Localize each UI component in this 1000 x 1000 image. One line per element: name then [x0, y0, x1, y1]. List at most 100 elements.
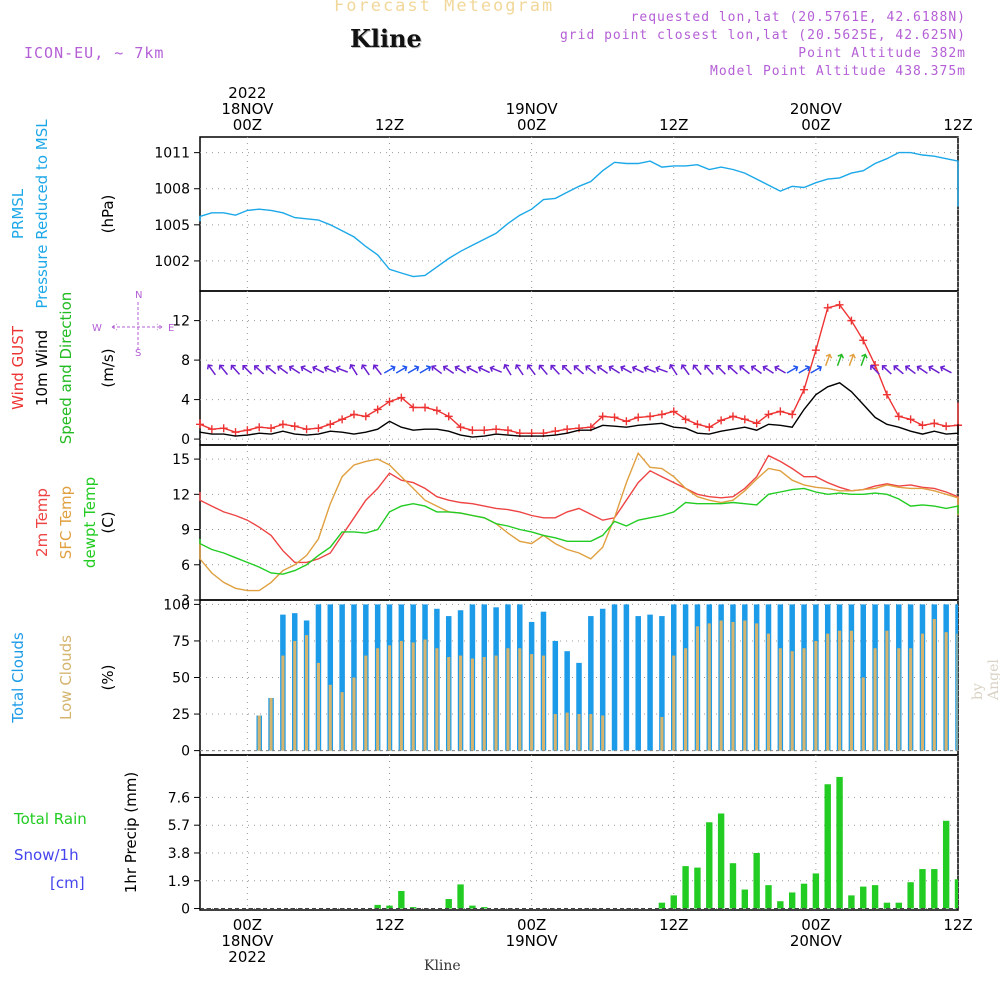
rain-bar	[706, 822, 713, 909]
total-cloud-bar	[552, 640, 559, 751]
snow-unit-label: [cm]	[50, 874, 85, 892]
wind-arrow	[383, 365, 396, 374]
wind-arrow-shape	[277, 365, 289, 375]
wind-arrow-shape	[786, 365, 799, 374]
gust-marker	[681, 415, 690, 424]
low-cloud-bar	[920, 633, 925, 751]
low-cloud-bar	[684, 648, 688, 751]
wind-arrow-shape	[762, 365, 774, 374]
wind-arrow-shape	[206, 364, 216, 376]
total-cloud-bar	[635, 616, 641, 751]
low-cloud-bar	[364, 655, 368, 751]
wind-arrow	[206, 364, 216, 376]
rain-bar	[658, 902, 666, 909]
gust-marker	[432, 406, 441, 415]
wind-arrow-shape	[716, 364, 726, 375]
low-cloud-bar	[909, 648, 913, 751]
wind-arrow	[668, 364, 678, 376]
chart-title: Forecast Meteogram	[334, 0, 555, 16]
gust-marker	[906, 415, 915, 424]
gust-marker	[740, 415, 749, 424]
low-cloud-bar	[399, 640, 403, 751]
wind-arrow-shape	[218, 364, 229, 376]
low-cloud-bar	[838, 630, 842, 751]
temp-ytick-label: 3	[181, 593, 190, 609]
precip-ytick-label: 5.7	[168, 818, 190, 834]
gust-marker	[326, 420, 335, 429]
wind-arrow	[836, 353, 845, 366]
gridpoint-location: grid point closest lon,lat (20.5625E, 42…	[559, 28, 966, 43]
top-time-label: 12Z	[659, 116, 688, 134]
wind-arrow	[810, 365, 822, 374]
precip-axis-title: 1hr Precip (mm)	[122, 772, 140, 893]
low-cloud-bar	[281, 655, 285, 751]
gust-marker	[894, 412, 903, 421]
gust-marker	[752, 419, 761, 428]
wind-arrow-shape	[668, 364, 678, 376]
wind-arrow	[288, 365, 301, 374]
rain-bar	[836, 776, 843, 909]
low-cloud-bar	[790, 651, 794, 751]
panel-precip: 0 1.9 3.8 5.7 7.6 Total Rain Snow/1h [cm] 1hr Pr…	[13, 754, 959, 918]
low-cloud-bar	[435, 648, 439, 751]
clouds-ytick-label: 0	[181, 744, 190, 760]
low-cloud-bar	[565, 712, 569, 751]
gust-marker	[942, 422, 951, 431]
wind-arrow	[881, 364, 892, 375]
wind-arrow-shape	[265, 365, 277, 375]
gust-marker	[634, 413, 643, 422]
wind-arrow-shape	[836, 353, 845, 366]
point-altitude: Point Altitude 382m	[798, 46, 966, 61]
low-cloud-bar	[530, 654, 534, 751]
wind-arrow-shape	[774, 365, 786, 374]
low-cloud-bar	[293, 640, 297, 751]
gust-marker	[657, 410, 666, 419]
wind-arrow-shape	[848, 353, 856, 366]
low-cloud-bar	[352, 677, 356, 751]
rain-bar	[445, 899, 452, 909]
gust-marker	[302, 425, 311, 434]
wind-arrow-shape	[798, 365, 811, 374]
pressure-series-label: Pressure Reduced to MSL	[33, 119, 51, 309]
model-point-altitude: Model Point Altitude 438.375m	[710, 64, 966, 79]
wind-arrow	[774, 365, 786, 374]
low-cloud-bar	[387, 645, 392, 751]
top-time-label: 12Z	[943, 116, 972, 134]
wind-arrow-shape	[655, 365, 668, 373]
wind-arrow-shape	[928, 365, 940, 374]
gust-marker	[918, 421, 927, 430]
gust-marker	[468, 426, 477, 435]
wind-arrow	[928, 365, 940, 374]
wind-arrow	[419, 365, 432, 374]
low-cloud-bar	[601, 715, 605, 751]
gust-marker	[859, 336, 868, 345]
wind-arrow	[939, 365, 952, 374]
wind-arrow-shape	[573, 364, 585, 375]
low-cloud-bar	[447, 657, 451, 751]
gust-marker	[930, 419, 939, 428]
wind-arrow	[526, 364, 536, 376]
temp-series-label: 2m Temp	[33, 488, 51, 557]
total-cloud-bar	[327, 604, 334, 751]
rain-bar	[895, 902, 902, 909]
clouds-ytick-label: 100	[163, 597, 190, 613]
wind-arrow-shape	[442, 365, 455, 374]
wind-direction-arrows	[206, 353, 952, 376]
gust-marker	[610, 413, 619, 422]
gust-marker	[764, 410, 773, 419]
gust-marker	[622, 417, 631, 426]
rain-bar	[800, 883, 808, 909]
wind-arrow	[466, 365, 479, 374]
wind-arrow	[704, 364, 714, 375]
author-credit: by Angel	[970, 659, 1000, 700]
panel-wind: 0 4 8 12 Wind GUST 10m Wind Speed and Directio…	[9, 290, 962, 448]
wind-arrow-shape	[300, 365, 313, 374]
wind-arrow-shape	[395, 365, 408, 374]
rain-bar	[753, 852, 760, 909]
gust-marker	[267, 424, 276, 433]
wind-arrow	[514, 364, 524, 376]
bottom-time-label: 20NOV	[790, 932, 843, 950]
wind-arrow	[323, 365, 337, 374]
low-cloud-bar	[376, 648, 380, 751]
